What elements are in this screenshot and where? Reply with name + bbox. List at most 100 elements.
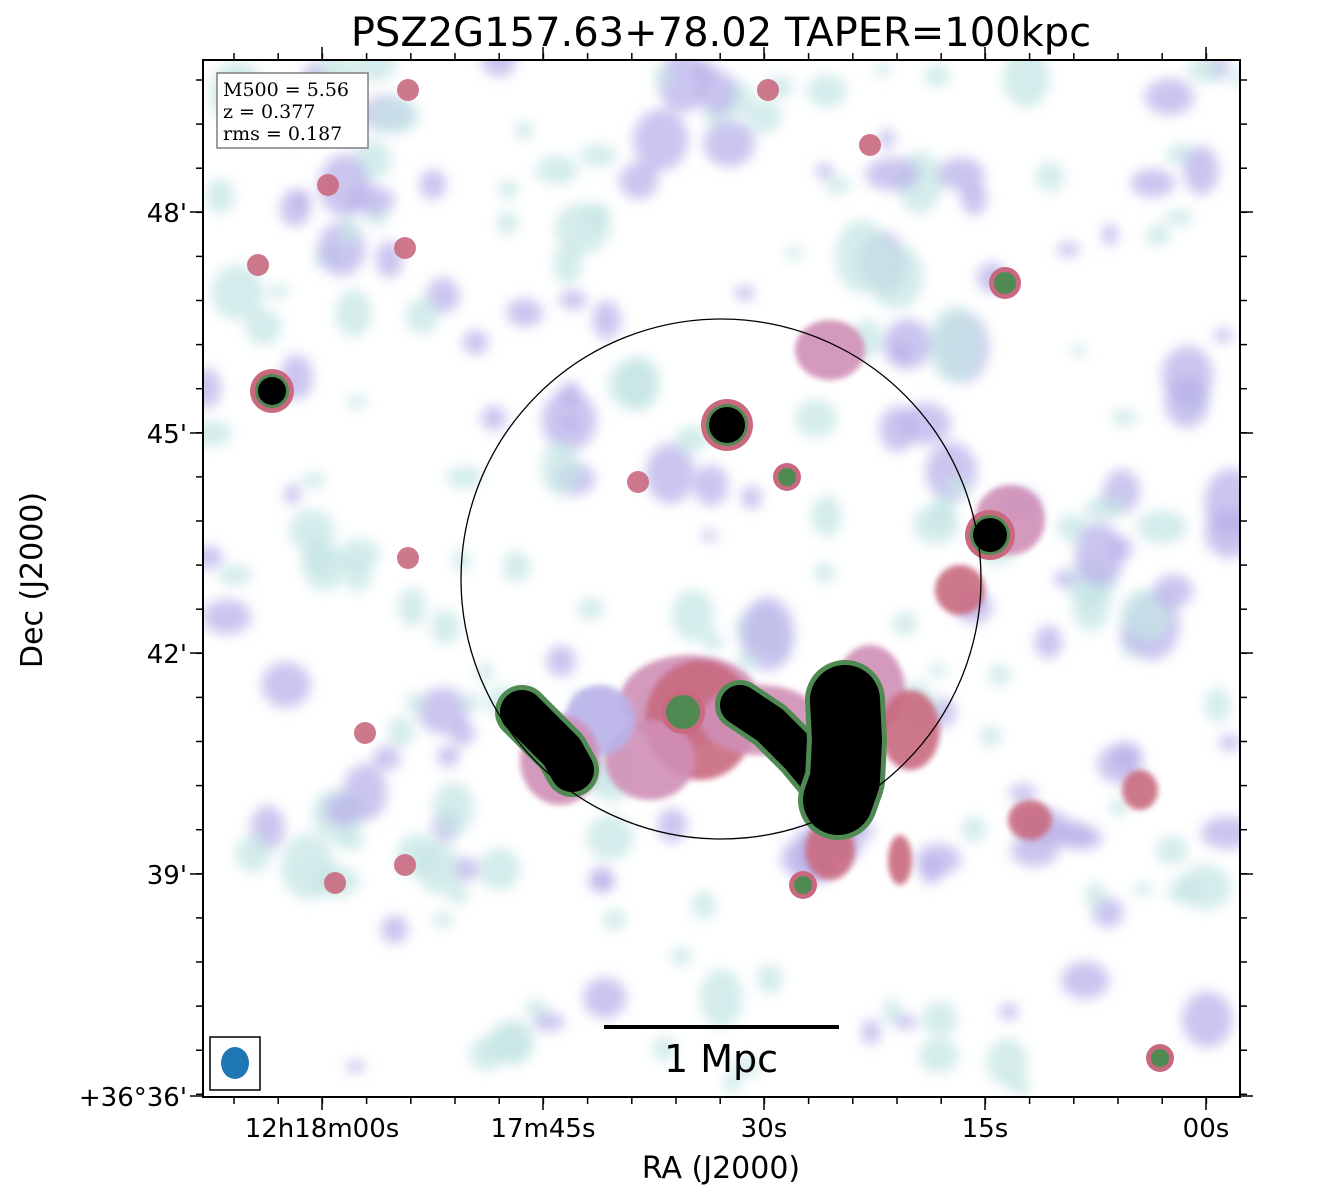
noise-blob	[478, 847, 521, 891]
y-tick-label: 42'	[147, 640, 187, 670]
noise-blob	[203, 420, 232, 447]
redshift-text: z = 0.377	[223, 101, 315, 123]
noise-blob	[979, 726, 1002, 747]
noise-blob	[203, 368, 222, 409]
extended-source	[803, 665, 882, 835]
compact-source	[394, 237, 416, 259]
noise-blob	[1085, 881, 1105, 909]
noise-blob	[546, 645, 576, 677]
compact-source	[778, 468, 796, 486]
noise-blob	[918, 1037, 959, 1073]
noise-blob	[284, 484, 301, 505]
noise-blob	[892, 612, 918, 635]
noise-blob	[1188, 60, 1221, 84]
noise-blob	[723, 1071, 741, 1094]
noise-blob	[1053, 570, 1075, 588]
noise-blob	[203, 545, 224, 569]
beam-indicator	[209, 1036, 261, 1091]
noise-blob	[602, 908, 626, 931]
noise-blob	[1130, 168, 1175, 198]
noise-blob	[397, 587, 427, 627]
noise-blob	[861, 1019, 881, 1045]
x-axis-label: RA (J2000)	[642, 1151, 800, 1186]
info-box: M500 = 5.56 z = 0.377 rms = 0.187	[216, 72, 369, 149]
noise-blob	[824, 176, 851, 194]
noise-blob	[937, 157, 985, 191]
noise-blob	[1133, 882, 1153, 896]
y-tick-label: 39'	[147, 861, 187, 891]
noise-blob	[922, 1001, 958, 1036]
noise-blob	[1144, 78, 1194, 116]
compact-source	[994, 272, 1016, 294]
noise-blob	[692, 60, 716, 84]
noise-blob	[469, 1037, 504, 1071]
noise-blob	[893, 1014, 918, 1030]
noise-blob	[1056, 242, 1080, 257]
noise-blob	[701, 530, 718, 542]
noise-blob	[986, 1038, 1028, 1086]
noise-blob	[961, 816, 987, 843]
noise-blob	[293, 189, 311, 211]
noise-blob	[218, 565, 252, 586]
noise-blob	[657, 807, 687, 843]
noise-blob	[303, 544, 346, 592]
noise-blob	[281, 833, 335, 901]
noise-blob	[1061, 961, 1110, 1000]
rms-text: rms = 0.187	[223, 123, 342, 145]
emission-blob	[795, 320, 865, 380]
noise-blob	[559, 290, 588, 310]
noise-blob	[633, 109, 689, 171]
compact-source	[666, 695, 700, 729]
noise-blob	[592, 300, 621, 340]
noise-blob	[346, 1060, 366, 1073]
noise-blob	[346, 394, 368, 409]
noise-blob	[211, 264, 264, 321]
noise-blob	[380, 915, 409, 944]
noise-blob	[1178, 864, 1232, 910]
noise-blob	[288, 509, 335, 552]
noise-blob	[1183, 145, 1219, 195]
noise-blob	[1204, 468, 1240, 538]
x-tick-label: 17m45s	[490, 1114, 595, 1144]
noise-blob	[338, 217, 360, 245]
x-tick-label: 00s	[1183, 1114, 1230, 1144]
noise-blob	[387, 716, 415, 748]
noise-blob	[1002, 60, 1050, 108]
noise-blob	[929, 496, 957, 530]
noise-blob	[552, 245, 583, 284]
compact-source	[394, 854, 416, 876]
noise-blob	[878, 128, 896, 149]
noise-blob	[734, 285, 755, 301]
compact-source	[973, 518, 1007, 552]
noise-blob	[1109, 798, 1128, 817]
noise-blob	[619, 162, 659, 200]
compact-source	[794, 876, 812, 894]
noise-blob	[691, 890, 716, 920]
noise-blob	[446, 883, 469, 904]
noise-blob	[481, 60, 516, 77]
noise-blob	[693, 464, 729, 507]
noise-blob	[675, 425, 709, 453]
compact-source	[757, 79, 779, 101]
noise-blob	[477, 661, 494, 684]
noise-blob	[988, 663, 1011, 687]
noise-blob	[205, 178, 235, 214]
compact-source	[247, 254, 269, 276]
emission-blob	[888, 835, 912, 885]
noise-blob	[652, 1036, 677, 1062]
noise-blob	[1136, 509, 1188, 544]
noise-blob	[924, 64, 950, 87]
noise-blob	[671, 589, 715, 641]
noise-blob	[1213, 327, 1233, 343]
noise-blob	[588, 872, 616, 893]
noise-blob	[203, 599, 252, 635]
noise-blob	[1219, 734, 1240, 751]
noise-blob	[576, 597, 604, 620]
noise-blob	[524, 999, 548, 1017]
compact-source	[859, 134, 881, 156]
noise-blob	[541, 390, 597, 451]
noise-blob	[586, 814, 634, 860]
noise-blob	[344, 556, 372, 593]
noise-blob	[654, 65, 672, 88]
noise-blob	[814, 163, 834, 179]
